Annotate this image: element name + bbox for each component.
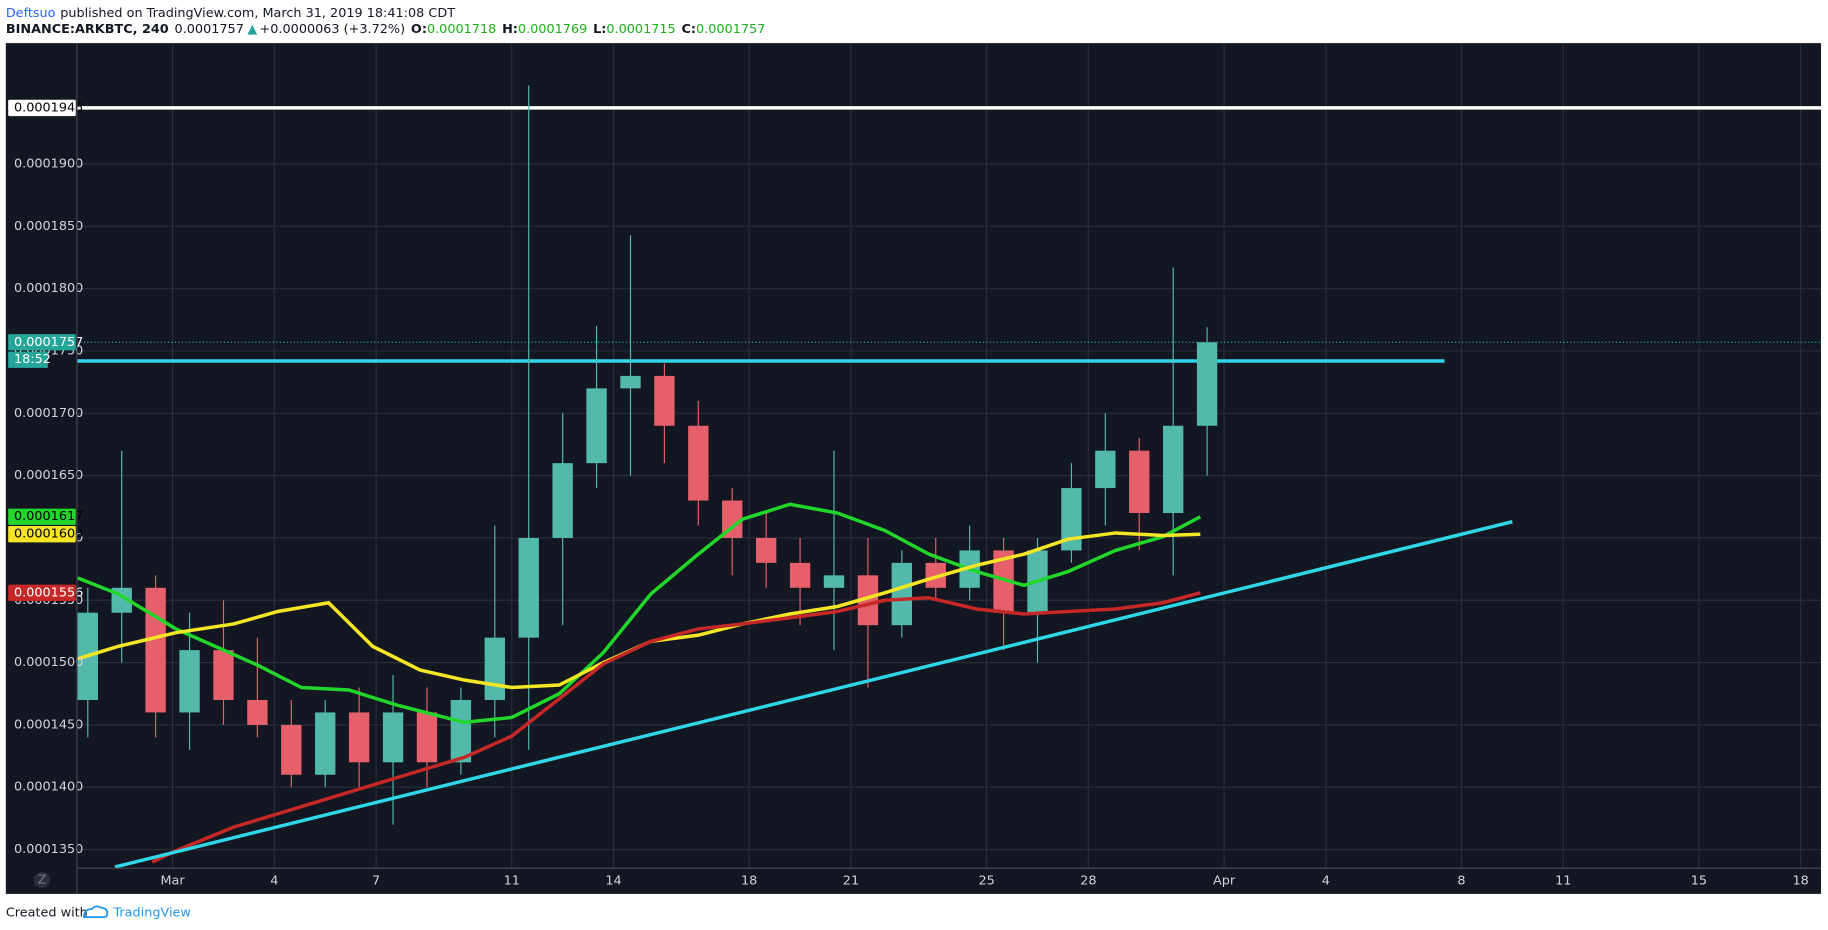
price-badge	[8, 584, 76, 601]
l-label: L:	[593, 22, 606, 37]
y-tick-label: 0.0001900	[14, 157, 83, 172]
x-tick-label: 15	[1691, 874, 1707, 889]
countdown-label: 18:52	[14, 352, 51, 367]
candle-body	[484, 637, 505, 700]
x-tick-label: 18	[1792, 874, 1808, 889]
price-badge	[8, 334, 76, 351]
author[interactable]: Deftsuo	[6, 5, 56, 20]
arrow: ▲	[247, 22, 257, 37]
countdown-badge	[8, 351, 48, 368]
moving-average	[76, 502, 1202, 725]
x-tick-label: 21	[843, 874, 859, 889]
x-tick-label: 4	[1322, 874, 1330, 889]
candle-body	[416, 712, 438, 763]
price-badge-label: 0.0001603	[14, 527, 83, 542]
candle-body	[823, 575, 845, 588]
l: 0.0001715	[606, 22, 675, 37]
candle-body	[688, 425, 709, 501]
candle-body	[620, 375, 641, 389]
change: +0.0000063 (+3.72%)	[260, 22, 406, 37]
y-tick-label: 0.0001650	[14, 468, 83, 483]
candle-body	[857, 575, 879, 626]
scale-button-label[interactable]: Z	[38, 872, 47, 887]
chart-panel	[5, 43, 1822, 894]
candle-body	[179, 650, 200, 713]
o-label: O:	[411, 22, 427, 37]
x-tick-label: 14	[605, 874, 621, 889]
published: published on TradingView.com, March 31, …	[60, 5, 455, 20]
brand-icon	[83, 905, 109, 919]
candle-body	[315, 712, 336, 775]
candle-body	[755, 537, 777, 563]
brand[interactable]: TradingView	[112, 905, 190, 920]
header-line-2: BINANCE:ARKBTC, 240 0.0001757 ▲ +0.0000063 …	[6, 22, 766, 37]
candle-body	[348, 712, 370, 763]
x-tick-label: 7	[372, 874, 380, 889]
candle-body	[586, 388, 607, 464]
candle-body	[1095, 450, 1116, 489]
price-badge-label: 0.0001757	[14, 335, 83, 350]
x-tick-label: Apr	[1213, 874, 1236, 889]
h: 0.0001769	[518, 22, 587, 37]
candle-body	[247, 699, 268, 725]
candle-body	[789, 562, 811, 588]
grid	[76, 43, 1822, 869]
scale-button[interactable]	[33, 871, 51, 889]
candle-body	[450, 699, 472, 763]
symbol: BINANCE:ARKBTC, 240	[6, 22, 169, 37]
candle-body	[722, 500, 743, 538]
x-tick-label: 28	[1080, 874, 1096, 889]
header-line-1: Deftsuo published on TradingView.com, Mar…	[6, 5, 455, 20]
candle-body	[1196, 342, 1218, 426]
price-badge-label: 0.0001945	[14, 100, 83, 115]
x-tick-label: 8	[1457, 874, 1465, 889]
y-tick-label: 0.0001500	[14, 655, 83, 670]
candle-body	[518, 537, 539, 638]
candle-body	[993, 550, 1014, 613]
axes: 0.0001350 0.0001400 0.0001450 0.0001500 0.00…	[8, 99, 1809, 889]
candle-body	[1061, 488, 1082, 551]
candle-body	[145, 587, 166, 713]
y-tick-label: 0.0001400	[14, 780, 83, 795]
created: Created with	[6, 905, 88, 920]
candle-body	[654, 375, 675, 426]
candle-body	[1129, 450, 1150, 514]
candle-body	[382, 712, 404, 763]
price-badge-label: 0.0001556	[14, 585, 83, 600]
x-tick-label: 11	[504, 874, 520, 889]
x-tick-label: Mar	[160, 874, 185, 889]
y-tick-label: 0.0001850	[14, 219, 83, 234]
candle-body	[281, 724, 302, 775]
price-badge	[8, 99, 76, 117]
price-badge-label: 0.0001617	[14, 509, 83, 524]
candle-body	[1162, 425, 1184, 514]
x-tick-label: 11	[1555, 874, 1571, 889]
x-tick-label: 4	[270, 874, 278, 889]
footer: Created with TradingView	[6, 905, 191, 920]
x-tick-label: 18	[741, 874, 757, 889]
price-badge	[8, 526, 76, 543]
moving-average	[151, 591, 1201, 864]
c-label: C:	[682, 22, 697, 37]
trend-line	[114, 520, 1513, 869]
y-tick-label: 0.0001700	[14, 406, 83, 421]
y-tick-label: 0.0001800	[14, 281, 83, 296]
plot	[76, 85, 1822, 869]
c: 0.0001757	[696, 22, 765, 37]
x-tick-label: 25	[978, 874, 994, 889]
y-tick-label: 0.0001350	[14, 842, 83, 857]
h-label: H:	[502, 22, 518, 37]
last: 0.0001757	[175, 22, 244, 37]
candle-body	[552, 463, 573, 538]
y-tick-label: 0.0001450	[14, 717, 83, 732]
candle-body	[891, 562, 913, 626]
candle-body	[213, 650, 234, 700]
o: 0.0001718	[427, 22, 496, 37]
price-badge	[8, 508, 76, 525]
